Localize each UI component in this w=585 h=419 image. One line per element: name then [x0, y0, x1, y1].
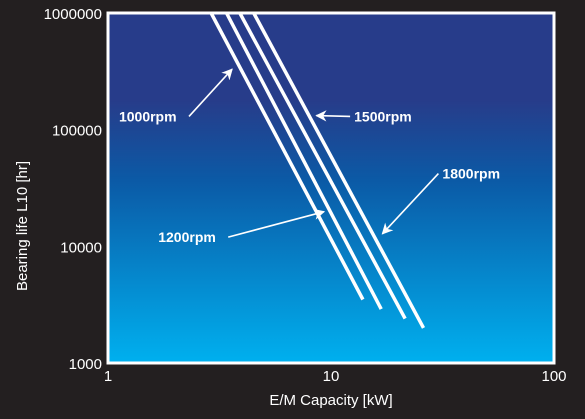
tick-layer: 1 10 100 1000 10000 100000 1000000	[44, 6, 567, 385]
y-tick-label: 10000	[60, 239, 102, 256]
y-tick-label: 1000	[69, 356, 102, 373]
x-axis-title: E/M Capacity [kW]	[269, 392, 392, 409]
x-tick-label: 100	[541, 368, 566, 385]
series-layer	[209, 12, 426, 329]
annotation-arrow-1800rpm	[381, 173, 439, 235]
annotation-arrow-1500rpm	[315, 110, 351, 122]
annotation-layer: 1000rpm 1200rpm 1500rpm 1800rpm	[119, 68, 500, 245]
y-tick-label: 100000	[52, 123, 102, 140]
x-tick-label: 1	[104, 368, 112, 385]
series-line-1500rpm	[238, 12, 407, 320]
y-axis-title: Bearing life L10 [hr]	[14, 161, 31, 291]
plot-area	[106, 11, 556, 365]
annotation-arrow-1200rpm	[227, 208, 326, 238]
series-line-1000rpm	[209, 12, 365, 301]
y-tick-label: 1000000	[44, 6, 102, 23]
series-line-1800rpm	[252, 12, 426, 329]
annotation-arrow-1000rpm	[188, 68, 233, 117]
series-line-1200rpm	[224, 12, 383, 310]
annotation-label-1200rpm: 1200rpm	[158, 229, 216, 245]
annotation-label-1800rpm: 1800rpm	[442, 166, 500, 182]
x-tick-label: 10	[323, 368, 340, 385]
annotation-label-1000rpm: 1000rpm	[119, 108, 177, 124]
annotation-label-1500rpm: 1500rpm	[354, 108, 412, 124]
